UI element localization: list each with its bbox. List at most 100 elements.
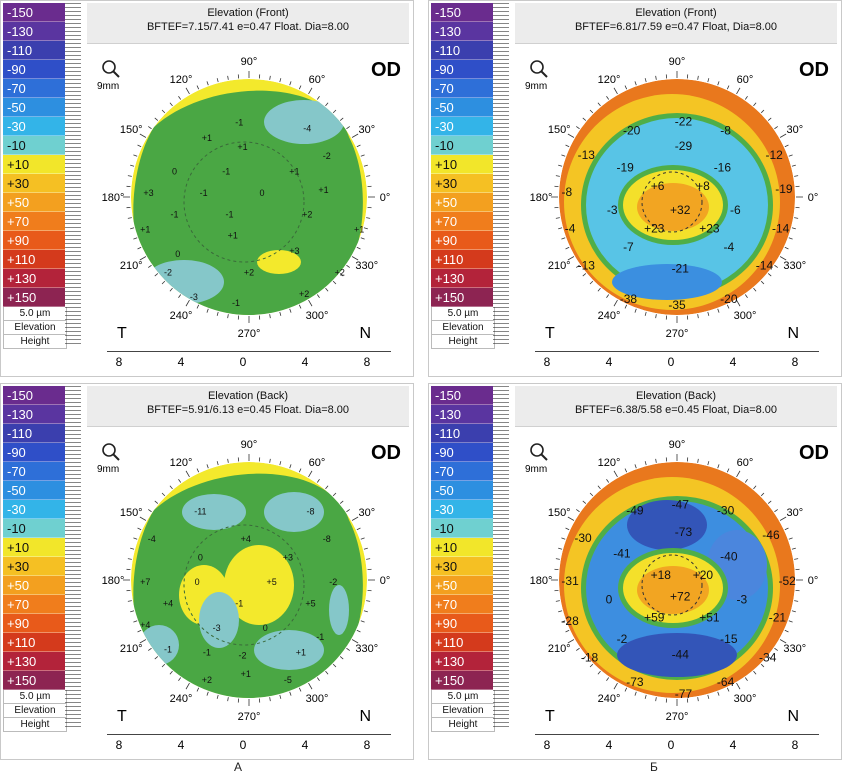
scale-cell: -30 — [3, 500, 65, 519]
scale-cell: -110 — [431, 41, 493, 60]
angle-label: 150° — [548, 507, 571, 519]
elevation-value: +1 — [296, 647, 306, 657]
elevation-value: +1 — [289, 166, 299, 176]
elevation-value: -2 — [164, 267, 172, 277]
scale-cell: +70 — [431, 212, 493, 231]
zoom-label: 9mm — [525, 81, 548, 92]
magnifier-icon[interactable] — [101, 59, 121, 84]
temporal-label: T — [545, 325, 555, 342]
elevation-value: -8 — [323, 534, 331, 544]
elevation-value: -14 — [772, 222, 790, 236]
scale-cell: -70 — [431, 79, 493, 98]
angle-label: 90° — [241, 439, 258, 451]
scale-cell: -30 — [3, 117, 65, 136]
elevation-value: -3 — [190, 292, 198, 302]
angle-label: 90° — [669, 439, 686, 451]
elevation-value: -15 — [720, 632, 738, 646]
elevation-value: -1 — [203, 647, 211, 657]
elevation-value: 0 — [175, 249, 180, 259]
axis-tick-label: 0 — [239, 738, 247, 752]
elevation-value: -28 — [561, 614, 579, 628]
elevation-value: +59 — [644, 611, 665, 625]
scale-footer-label: Elevation — [431, 321, 495, 335]
angle-label: 180° — [530, 575, 553, 587]
angle-label: 120° — [170, 457, 193, 469]
scale-ruler — [65, 3, 81, 345]
elevation-value: +4 — [140, 620, 150, 630]
elevation-value: +5 — [267, 577, 277, 587]
elevation-value: +7 — [140, 577, 150, 587]
scale-cell: -50 — [431, 481, 493, 500]
magnifier-icon[interactable] — [529, 442, 549, 467]
elevation-value: -1 — [235, 598, 243, 608]
angle-label: 120° — [598, 457, 621, 469]
angle-label: 270° — [666, 328, 689, 340]
scale-cell: +10 — [3, 538, 65, 557]
scale-cell: +90 — [3, 614, 65, 633]
axis-tick-label: 4 — [301, 738, 309, 752]
elevation-value: -1 — [316, 632, 324, 642]
scale-footer-label: 5.0 µm — [3, 307, 67, 321]
elevation-value: +2 — [244, 267, 254, 277]
angle-label: 300° — [734, 310, 757, 322]
angle-label: 30° — [358, 124, 375, 136]
scale-cell: -30 — [431, 500, 493, 519]
scale-cell: +150 — [3, 288, 65, 307]
elevation-value: +5 — [305, 598, 315, 608]
scale-cell: +130 — [431, 269, 493, 288]
angle-label: 120° — [170, 74, 193, 86]
axis-tick-label: 0 — [667, 355, 675, 369]
elevation-map: 90° 60° 30° 0° 330° 300° 270° 240° 210° 180° 150° 1… — [515, 428, 839, 758]
magnifier-icon[interactable] — [529, 59, 549, 84]
elevation-value: -64 — [717, 675, 735, 689]
scale-ruler — [493, 386, 509, 728]
scale-cell: +150 — [431, 288, 493, 307]
scale-cell: -70 — [431, 462, 493, 481]
elevation-value: 0 — [606, 592, 613, 606]
angle-label: 180° — [102, 192, 125, 204]
angle-label: 330° — [355, 643, 378, 655]
scale-cell: +130 — [3, 652, 65, 671]
axis-line — [535, 351, 819, 352]
scale-cell: +110 — [431, 250, 493, 269]
scale-cell: -50 — [3, 98, 65, 117]
nasal-label: N — [359, 708, 371, 725]
color-scale: -150 -130 -110 -90 -70 -50 -30 -10 +10 +30 +50 +70 +… — [431, 3, 511, 349]
elevation-value: +2 — [299, 289, 309, 299]
angle-label: 300° — [734, 693, 757, 705]
elevation-value: -20 — [623, 124, 641, 138]
temporal-label: T — [545, 708, 555, 725]
scale-cell: +130 — [3, 269, 65, 288]
angle-label: 300° — [306, 693, 329, 705]
elevation-value: -38 — [620, 292, 638, 306]
nasal-label: N — [787, 325, 799, 342]
scale-footer-label: 5.0 µm — [431, 690, 495, 704]
scale-footer-label: 5.0 µm — [431, 307, 495, 321]
elevation-value: +1 — [237, 142, 247, 152]
angle-label: 0° — [380, 575, 391, 587]
axis-tick-label: 8 — [115, 355, 123, 369]
scale-cell: +150 — [431, 671, 493, 690]
elevation-value: -1 — [170, 209, 178, 219]
elevation-value: -8 — [720, 124, 731, 138]
magnifier-icon[interactable] — [101, 442, 121, 467]
mm-axis: 8 4 0 4 8 — [93, 351, 405, 373]
elevation-value: -40 — [720, 550, 738, 564]
angle-label: 60° — [737, 74, 754, 86]
angle-label: 60° — [309, 457, 326, 469]
scale-cell: -130 — [3, 22, 65, 41]
scale-ruler — [65, 386, 81, 728]
axis-tick-label: 4 — [729, 355, 737, 369]
elevation-map: 90° 60° 30° 0° 330° 300° 270° 240° 210° 180° 150° 1… — [515, 45, 839, 375]
elevation-value: +1 — [241, 669, 251, 679]
elevation-value: +51 — [699, 611, 720, 625]
scale-cell: -130 — [431, 405, 493, 424]
elevation-value: -29 — [675, 139, 693, 153]
mm-axis: 8 4 0 4 8 — [521, 734, 833, 756]
angle-label: 180° — [530, 192, 553, 204]
elevation-value: -6 — [730, 203, 741, 217]
axis-tick-label: 4 — [177, 355, 185, 369]
color-scale: -150 -130 -110 -90 -70 -50 -30 -10 +10 +30 +50 +70 +… — [3, 3, 83, 349]
map-title: Elevation (Back) — [635, 390, 717, 402]
elevation-value: +32 — [670, 203, 691, 217]
